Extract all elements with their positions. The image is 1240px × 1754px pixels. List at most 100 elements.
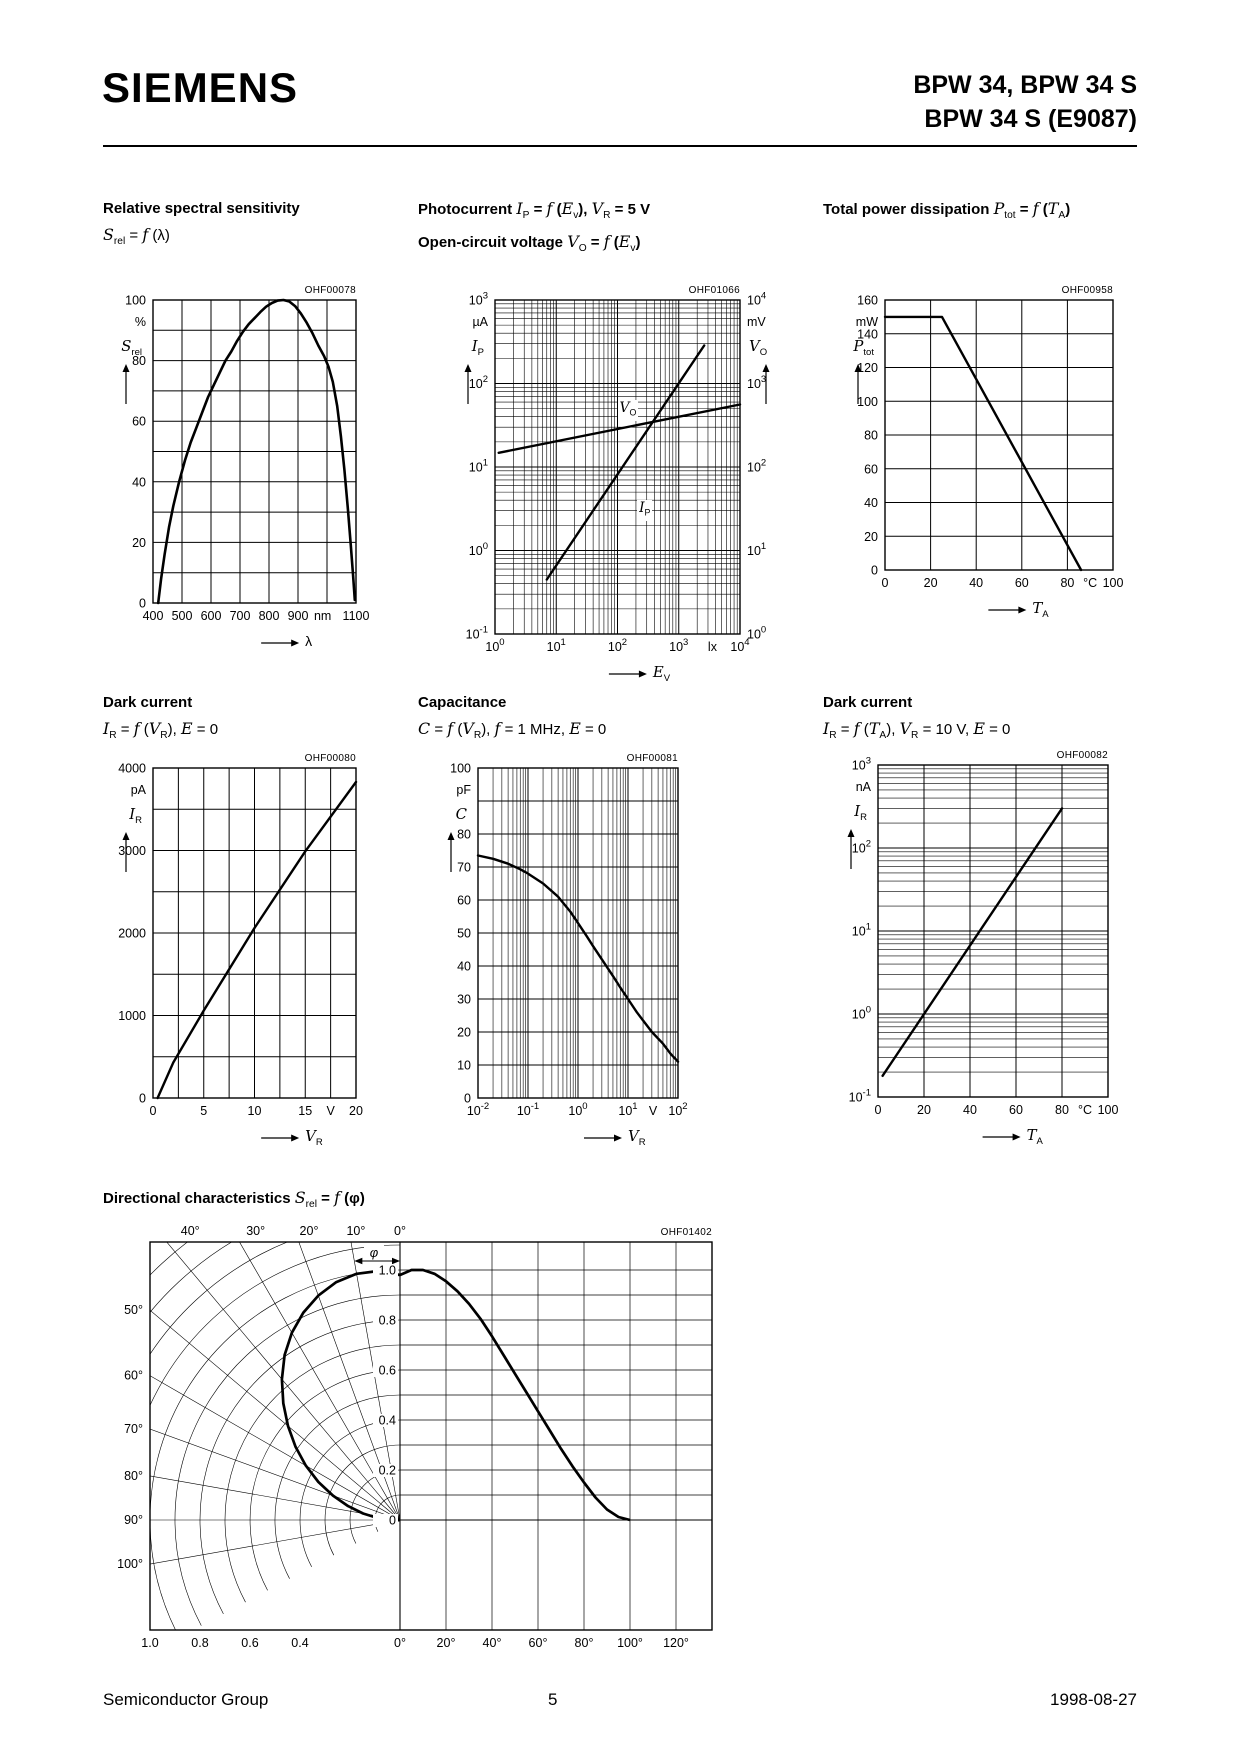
chart-canvas: 0 5 10 15 V 20 4000 3000 2000 1000 0 pA OHF00080 — [103, 746, 415, 1166]
svg-text:5: 5 — [200, 1104, 207, 1118]
svg-text:0: 0 — [882, 576, 889, 590]
chart-title: Directional characteristics Srel = f (φ) — [103, 1188, 365, 1210]
svg-text:20: 20 — [924, 576, 938, 590]
axis-label: IR — [129, 806, 142, 826]
svg-text:90°: 90° — [124, 1513, 143, 1527]
svg-text:15: 15 — [298, 1104, 312, 1118]
svg-text:10-2: 10-2 — [467, 1101, 489, 1118]
svg-text:0: 0 — [875, 1103, 882, 1117]
svg-text:700: 700 — [230, 609, 251, 623]
axis-label: VO — [617, 400, 639, 421]
svg-text:0.6: 0.6 — [379, 1364, 396, 1378]
svg-text:OHF01402: OHF01402 — [661, 1227, 712, 1238]
siemens-logo: SIEMENS — [102, 64, 299, 111]
chart-photocurrent: Photocurrent IP = f (Ev), VR = 5 V Open-… — [418, 196, 800, 684]
svg-text:20: 20 — [132, 536, 146, 550]
svg-text:103: 103 — [852, 756, 871, 773]
chart-subtitle: Open-circuit voltage VO = f (Ev) — [418, 232, 641, 254]
svg-text:800: 800 — [259, 609, 280, 623]
svg-text:102: 102 — [747, 458, 766, 475]
svg-text:100: 100 — [125, 294, 146, 308]
axis-label: TA — [1032, 600, 1049, 620]
svg-text:OHF00078: OHF00078 — [305, 285, 356, 296]
chart-title: Relative spectral sensitivity — [103, 200, 300, 217]
axis-label: IR — [854, 803, 867, 823]
svg-text:100: 100 — [485, 637, 504, 654]
svg-text:4000: 4000 — [118, 762, 146, 776]
svg-text:nA: nA — [856, 780, 872, 794]
svg-text:80: 80 — [132, 354, 146, 368]
svg-text:40: 40 — [132, 475, 146, 489]
axis-label: VO — [749, 338, 768, 358]
chart-svg: 0 5 10 15 V 20 4000 3000 2000 1000 0 pA OHF00080 — [118, 753, 363, 1142]
part-number-line1: BPW 34, BPW 34 S — [913, 71, 1137, 99]
svg-text:mW: mW — [856, 315, 878, 329]
svg-text:1000: 1000 — [118, 1009, 146, 1023]
axis-label: EV — [652, 664, 671, 684]
svg-text:60: 60 — [1009, 1103, 1023, 1117]
chart-power-dissipation: Total power dissipation Ptot = f (TA) 0 2… — [810, 196, 1140, 676]
svg-text:OHF01066: OHF01066 — [689, 285, 740, 296]
svg-text:101: 101 — [469, 458, 488, 475]
svg-text:100: 100 — [852, 1005, 871, 1022]
svg-text:10-1: 10-1 — [466, 625, 488, 642]
chart-subtitle: IR = f (VR), E = 0 — [103, 719, 219, 741]
chart-directional-characteristics: Directional characteristics Srel = f (φ)… — [103, 1185, 783, 1685]
svg-text:0: 0 — [389, 1514, 396, 1528]
svg-text:140: 140 — [857, 327, 878, 341]
header-rule — [103, 145, 1137, 147]
svg-text:80: 80 — [1060, 576, 1074, 590]
svg-text:0.4: 0.4 — [379, 1414, 396, 1428]
axis-label: Srel — [121, 338, 142, 358]
svg-text:60: 60 — [132, 415, 146, 429]
svg-text:20°: 20° — [300, 1224, 319, 1238]
chart-spectral-sensitivity: Relative spectral sensitivity Srel = f (… — [103, 196, 415, 676]
chart-canvas: 0 20 40 60 80 °C 100 160 140 120 100 80 60 40 20 0 mW OHF… — [810, 248, 1140, 648]
svg-text:100: 100 — [857, 395, 878, 409]
svg-text:50: 50 — [457, 927, 471, 941]
svg-text:30: 30 — [457, 993, 471, 1007]
svg-text:80: 80 — [457, 828, 471, 842]
svg-text:V: V — [649, 1104, 658, 1118]
svg-text:160: 160 — [857, 294, 878, 308]
svg-text:104: 104 — [747, 291, 766, 308]
svg-text:50°: 50° — [124, 1303, 143, 1317]
chart-canvas: 400 500 600 700 800 900 nm 1100 100 80 60 40 20 0% OHF… — [103, 248, 415, 668]
svg-text:φ: φ — [370, 1245, 379, 1260]
svg-text:0: 0 — [464, 1092, 471, 1106]
svg-text:10: 10 — [248, 1104, 262, 1118]
svg-text:20: 20 — [917, 1103, 931, 1117]
svg-text:120: 120 — [857, 361, 878, 375]
chart-svg: φ 40° 30° 20° 10° 0° 50° 60° 70° 80° 90° 100° 1.0 0.8… — [117, 1224, 713, 1650]
chart-title: Capacitance — [418, 694, 507, 711]
svg-text:70: 70 — [457, 861, 471, 875]
chart-title: Total power dissipation Ptot = f (TA) — [823, 199, 1071, 221]
chart-subtitle: C = f (VR), f = 1 MHz, E = 0 — [418, 719, 607, 741]
svg-text:20: 20 — [864, 530, 878, 544]
svg-text:°C: °C — [1083, 576, 1097, 590]
svg-text:100: 100 — [1098, 1103, 1119, 1117]
footer-page-number: 5 — [548, 1690, 558, 1709]
svg-text:70°: 70° — [124, 1422, 143, 1436]
svg-text:40°: 40° — [483, 1636, 502, 1650]
svg-text:100°: 100° — [117, 1557, 143, 1571]
axis-label: VR — [305, 1128, 323, 1148]
svg-text:10-1: 10-1 — [849, 1088, 871, 1105]
svg-text:pA: pA — [131, 783, 147, 797]
chart-canvas: φ 40° 30° 20° 10° 0° 50° 60° 70° 80° 90° 100° 1.0 0.8… — [103, 1221, 783, 1673]
svg-text:101: 101 — [747, 541, 766, 558]
svg-text:102: 102 — [608, 637, 627, 654]
svg-text:1.0: 1.0 — [141, 1636, 158, 1650]
svg-text:101: 101 — [852, 922, 871, 939]
chart-capacitance: Capacitance C = f (VR), f = 1 MHz, E = 0… — [418, 690, 748, 1180]
svg-text:OHF00082: OHF00082 — [1057, 750, 1108, 761]
svg-text:80: 80 — [1055, 1103, 1069, 1117]
svg-text:40: 40 — [963, 1103, 977, 1117]
svg-text:OHF00080: OHF00080 — [305, 753, 356, 764]
svg-text:60°: 60° — [124, 1369, 143, 1383]
chart-canvas: 10-2 10-1 100 101 V 102 100 80 70 60 50 40 30 20 10 0 pF… — [418, 746, 748, 1166]
svg-text:100: 100 — [747, 625, 766, 642]
axis-label: λ — [305, 633, 313, 649]
svg-text:10-1: 10-1 — [517, 1101, 539, 1118]
